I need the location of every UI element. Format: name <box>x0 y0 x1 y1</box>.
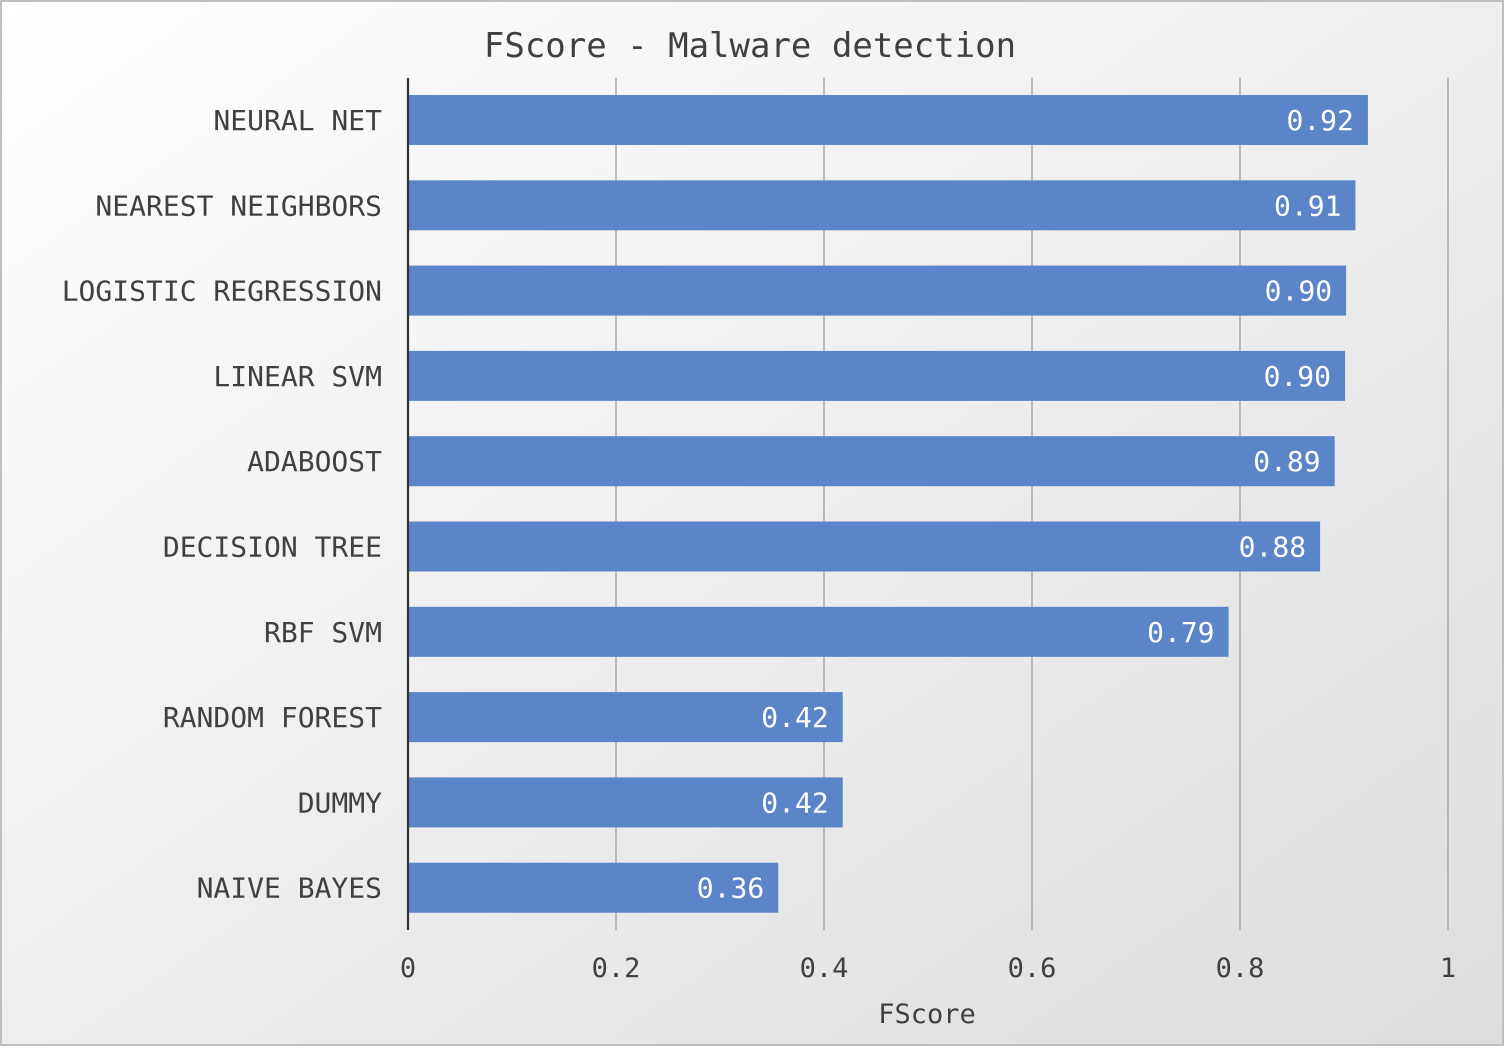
category-label: ADABOOST <box>247 445 382 478</box>
category-label: RBF SVM <box>264 616 382 649</box>
bars: 0.92 0.91 0.90 0.90 0.89 0.88 0.79 0.42 0.42 0.36 <box>408 95 1368 913</box>
x-tick-label: 0 <box>400 953 416 984</box>
data-label: 0.91 <box>1274 189 1341 222</box>
bar <box>408 180 1356 231</box>
category-label: DECISION TREE <box>163 531 382 564</box>
category-label: NEAREST NEIGHBORS <box>95 189 382 222</box>
data-label: 0.88 <box>1239 531 1306 564</box>
x-axis-title: FScore <box>878 999 976 1030</box>
data-label: 0.79 <box>1147 616 1214 649</box>
x-tick-label: 0.6 <box>1008 953 1057 984</box>
chart-title: FScore - Malware detection <box>484 26 1016 66</box>
data-label: 0.89 <box>1253 445 1320 478</box>
category-label: LOGISTIC REGRESSION <box>62 275 382 308</box>
category-label: RANDOM FOREST <box>163 701 382 734</box>
data-label: 0.90 <box>1264 360 1331 393</box>
bar <box>408 692 843 743</box>
category-label: DUMMY <box>298 786 382 819</box>
bar <box>408 265 1347 316</box>
data-label: 0.90 <box>1265 275 1332 308</box>
x-tick-labels: 0 0.2 0.4 0.6 0.8 1 <box>400 953 1456 984</box>
category-label: NEURAL NET <box>213 104 382 137</box>
bar <box>408 436 1335 487</box>
category-label: NAIVE BAYES <box>197 872 382 905</box>
data-label: 0.36 <box>697 872 764 905</box>
bar <box>408 777 843 828</box>
category-labels: NEURAL NET NEAREST NEIGHBORS LOGISTIC REGR… <box>62 104 382 905</box>
bar <box>408 521 1321 572</box>
x-tick-label: 0.4 <box>800 953 849 984</box>
x-tick-label: 1 <box>1440 953 1456 984</box>
data-label: 0.42 <box>761 786 828 819</box>
category-label: LINEAR SVM <box>213 360 382 393</box>
data-label: 0.92 <box>1286 104 1353 137</box>
data-label: 0.42 <box>761 701 828 734</box>
x-tick-label: 0.8 <box>1216 953 1265 984</box>
bar <box>408 862 779 913</box>
x-tick-label: 0.2 <box>592 953 641 984</box>
bar <box>408 95 1368 145</box>
bar <box>408 606 1229 657</box>
bar <box>408 350 1346 401</box>
